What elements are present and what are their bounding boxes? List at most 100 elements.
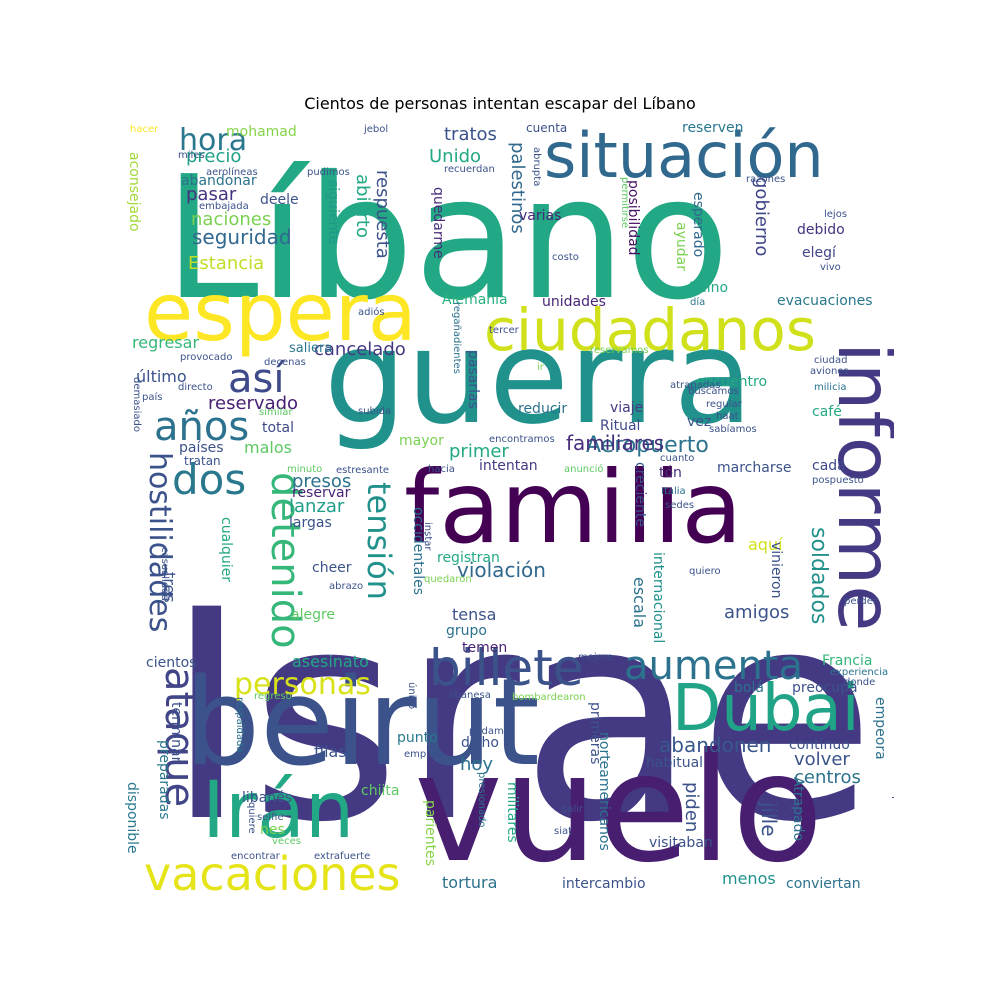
word-100: disponible — [124, 782, 140, 854]
word-119: habitual — [646, 755, 703, 771]
chart-title: Cientos de personas intentan escapar del… — [304, 94, 696, 113]
word-54: aconsejado — [126, 152, 142, 232]
word-39: palestinos — [507, 142, 528, 234]
word-185: único — [406, 682, 418, 709]
word-108: chiita — [361, 783, 399, 799]
word-60: evacuaciones — [777, 293, 873, 309]
word-155: demasiado — [131, 377, 142, 432]
word-9: informe — [821, 342, 894, 631]
word-156: país — [142, 391, 162, 403]
word-130: hacer — [130, 124, 159, 135]
word-48: debido — [797, 222, 845, 238]
word-11: Irán — [202, 766, 354, 856]
word-191: diplomáticas — [891, 787, 894, 851]
word-167: minuto — [287, 464, 322, 475]
word-47: gobierno — [751, 177, 772, 256]
word-13: billete — [429, 639, 584, 697]
word-187: bombardearon — [512, 692, 586, 703]
word-186: libanesa — [449, 690, 491, 701]
word-175: instar — [422, 522, 433, 551]
word-131: jebol — [363, 124, 388, 135]
word-17: ataque — [156, 667, 202, 807]
word-132: miles — [178, 150, 205, 161]
word-190: podamos — [469, 726, 515, 737]
word-21: tensión — [360, 482, 398, 600]
word-179: quedaron — [424, 574, 472, 585]
word-85: internacional — [650, 552, 666, 643]
word-149: reservamos — [590, 345, 649, 356]
word-33: precio — [186, 146, 241, 167]
word-59: unidades — [542, 294, 606, 310]
word-88: amigos — [724, 602, 789, 623]
word-110: parientes — [422, 800, 438, 866]
word-29: soldados — [806, 527, 831, 624]
word-196: veces — [272, 836, 301, 847]
word-52: cuenta — [526, 122, 567, 135]
word-36: Estancia — [188, 253, 264, 274]
word-183: donde — [844, 677, 875, 688]
word-137: abrupta — [531, 147, 542, 186]
word-124: volver — [794, 749, 850, 770]
word-65: total — [262, 420, 294, 436]
word-91: grupo — [446, 623, 487, 639]
word-56: deele — [260, 192, 299, 208]
word-7: espera — [144, 266, 417, 359]
word-160: atrapadas — [670, 380, 720, 391]
word-98: cientos — [146, 655, 196, 671]
word-173: Italia — [661, 486, 686, 497]
word-44: posibilidad — [625, 180, 641, 256]
word-58: Alemania — [442, 292, 508, 308]
word-121: Atrapado — [790, 777, 806, 841]
word-104: punto — [397, 730, 438, 746]
word-20: así — [228, 356, 286, 402]
word-12: Dubai — [672, 672, 859, 746]
word-74: viaje — [610, 400, 643, 416]
word-61: regresar — [132, 333, 199, 352]
word-70: largas — [289, 515, 332, 531]
word-176: quiero — [689, 566, 721, 577]
word-129: bolá — [734, 680, 764, 696]
word-73: reducir — [518, 401, 567, 417]
word-152: aviones — [810, 366, 849, 377]
word-128: Francia — [822, 653, 872, 669]
word-165: encontramos — [489, 434, 555, 445]
word-147: provocado — [180, 352, 233, 363]
word-161: buscamos — [688, 386, 739, 397]
word-90: tensa — [452, 605, 496, 624]
word-38: abierto — [352, 174, 373, 238]
word-1: Israel — [164, 549, 894, 886]
word-99: asesinato — [292, 652, 369, 671]
word-162: regular — [706, 399, 743, 410]
word-101: terminar — [168, 702, 184, 763]
word-15: aumenta — [624, 643, 803, 689]
word-135: embajada — [199, 201, 249, 212]
word-32: reservado — [208, 393, 298, 414]
word-28: violación — [457, 558, 546, 582]
word-55: abandonar — [181, 173, 257, 189]
word-141: lejos — [824, 209, 847, 220]
word-6: familia — [404, 449, 743, 566]
word-24: hora — [179, 123, 247, 158]
word-51: reserven — [682, 122, 744, 136]
word-127: preocupa — [792, 680, 858, 696]
word-105: dicho — [461, 735, 499, 751]
word-144: adiós — [358, 306, 385, 318]
word-198: encontrar — [231, 851, 281, 862]
word-189: empleo — [404, 749, 441, 760]
word-45: esperado — [690, 192, 706, 257]
word-84: escala — [630, 577, 649, 628]
word-134: pudimos — [307, 167, 350, 178]
word-181: mejore — [578, 652, 613, 663]
word-123: centros — [794, 767, 861, 788]
word-151: ciudad — [814, 355, 847, 366]
word-114: tortura — [442, 873, 497, 892]
word-71: primer — [449, 441, 509, 462]
word-182: experiencia — [830, 667, 888, 678]
word-188: respaldada — [234, 697, 245, 752]
word-49: elegí — [802, 245, 837, 261]
word-143: día — [690, 296, 705, 308]
word-67: presos — [292, 471, 351, 492]
word-22: hostilidades — [142, 452, 177, 632]
word-80: marcharse — [717, 460, 791, 476]
word-195: quiere — [246, 802, 257, 834]
